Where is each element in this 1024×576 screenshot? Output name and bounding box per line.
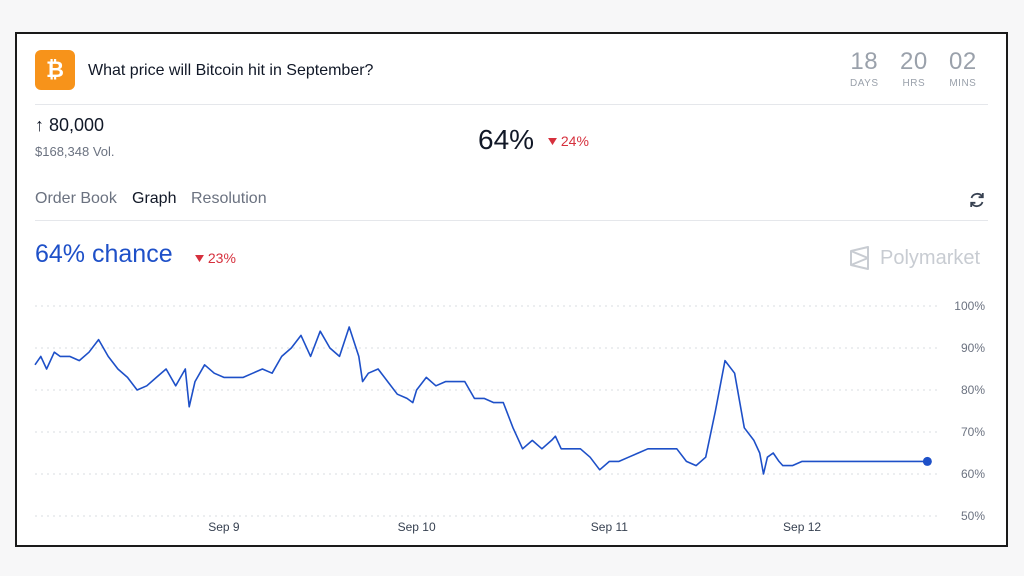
countdown-hours: 20 HRS	[900, 48, 928, 89]
chance-label: 64% chance	[35, 240, 173, 268]
x-tick-label: Sep 9	[208, 520, 240, 534]
y-tick-label: 90%	[961, 341, 985, 355]
probability-chart: 100% 90% 80% 70% 60% 50% Sep 9 Sep 10 Sep 11 Sep …	[34, 299, 985, 534]
countdown-hours-label: HRS	[902, 78, 926, 89]
market-change-value: 24%	[560, 133, 589, 149]
market-volume: $168,348 Vol.	[35, 144, 115, 159]
market-title: What price will Bitcoin hit in September…	[88, 62, 374, 79]
tab-order-book[interactable]: Order Book	[35, 190, 117, 207]
countdown-days-label: DAYS	[850, 78, 879, 89]
market-probability: 64%	[478, 124, 535, 155]
countdown-mins-value: 02	[949, 48, 977, 75]
polymarket-logo-icon	[850, 246, 869, 270]
bitcoin-icon: ₿	[35, 50, 75, 90]
tabs-divider	[35, 220, 988, 221]
series-endpoint	[922, 456, 932, 466]
y-tick-label: 100%	[954, 299, 985, 313]
tab-graph[interactable]: Graph	[132, 190, 177, 207]
countdown-mins-label: MINS	[949, 78, 977, 89]
countdown-hours-value: 20	[900, 48, 928, 75]
polymarket-brand: Polymarket	[848, 246, 980, 270]
triangle-down-icon	[548, 138, 557, 146]
x-tick-label: Sep 10	[398, 520, 436, 534]
y-tick-label: 50%	[961, 509, 985, 523]
x-tick-label: Sep 12	[783, 520, 821, 534]
chance-change-value: 23%	[207, 250, 236, 266]
polymarket-text: Polymarket	[880, 246, 981, 269]
x-tick-label: Sep 11	[591, 520, 628, 534]
tab-resolution[interactable]: Resolution	[191, 190, 267, 207]
countdown-days: 18 DAYS	[850, 48, 879, 89]
triangle-down-icon	[195, 255, 204, 263]
market-change: 24%	[548, 133, 589, 149]
countdown-mins: 02 MINS	[949, 48, 977, 89]
market-outcome-label: ↑ 80,000	[35, 115, 105, 135]
market-card: ₿ What price will Bitcoin hit in Septemb…	[15, 32, 1008, 547]
y-tick-label: 60%	[961, 467, 985, 481]
y-tick-label: 80%	[961, 383, 985, 397]
countdown-days-value: 18	[850, 48, 879, 75]
chance-change: 23%	[195, 250, 236, 266]
y-tick-label: 70%	[961, 425, 985, 439]
series-line	[34, 326, 928, 475]
header-divider	[35, 104, 988, 105]
refresh-icon[interactable]	[967, 190, 987, 210]
